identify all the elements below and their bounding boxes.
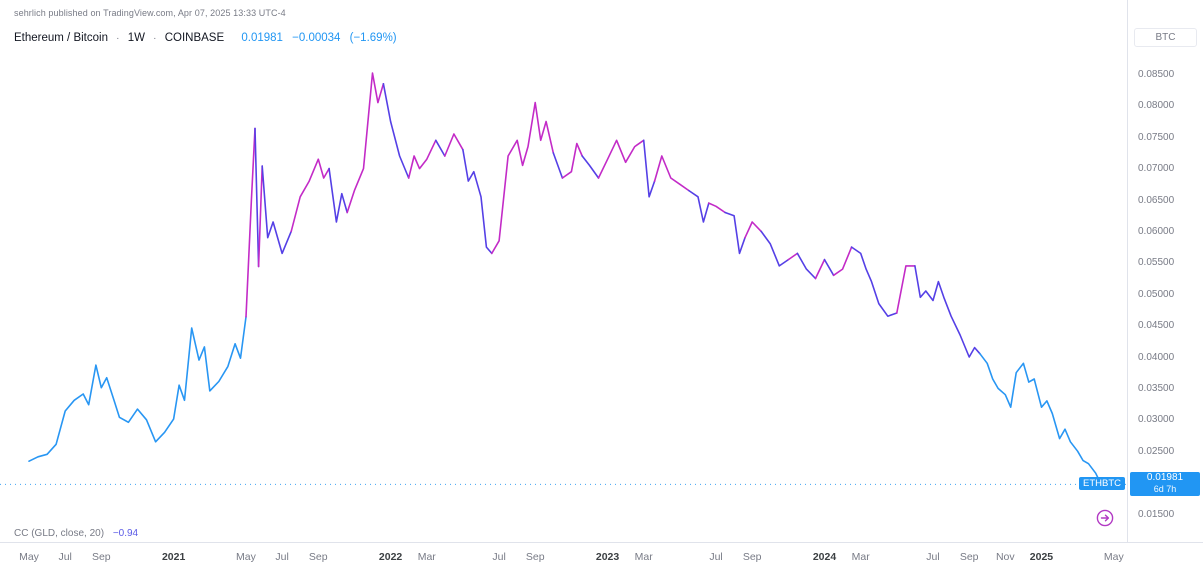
publish-attribution: sehrlich published on TradingView.com, A… (14, 8, 286, 18)
time-tick-jul: Jul (926, 551, 940, 563)
time-axis[interactable]: May Jul Sep 2021 May Jul Sep 2022 Mar Jul Sep 2023 M… (0, 542, 1203, 575)
time-tick-nov: Nov (995, 551, 1015, 563)
symbol-title[interactable]: Ethereum / Bitcoin (14, 32, 108, 44)
time-tick-may: May (19, 551, 39, 563)
series-label: ETHBTC (1079, 477, 1125, 491)
price-tick: 0.05000 (1138, 288, 1175, 300)
indicator-label[interactable]: CC (GLD, close, 20) (14, 528, 105, 539)
price-tick: 0.07500 (1138, 131, 1175, 143)
time-tick-jul: Jul (709, 551, 723, 563)
bar-countdown-label: 6d 7h (1153, 484, 1177, 495)
time-tick-jul: Jul (275, 551, 289, 563)
last-price-value: 0.01981 (241, 32, 283, 44)
indicator-legend[interactable]: CC (GLD, close, 20) −0.94 (14, 528, 138, 539)
price-tick: 0.08000 (1138, 100, 1175, 112)
time-tick-2025: 2025 (1029, 551, 1054, 563)
time-tick-sep: Sep (308, 551, 328, 563)
time-tick-may: May (1103, 551, 1124, 563)
price-tick: 0.04500 (1138, 320, 1175, 332)
circle-arrow-icon (1096, 509, 1114, 527)
price-tick: 0.03500 (1138, 383, 1175, 394)
price-tick: 0.06000 (1138, 226, 1175, 237)
price-change-value: −0.00034 (292, 32, 341, 44)
time-tick-2021: 2021 (161, 551, 186, 563)
time-tick-mar: Mar (417, 551, 436, 563)
time-tick-sep: Sep (959, 551, 979, 563)
price-unit-button[interactable]: BTC (1134, 28, 1197, 47)
current-price-badge[interactable]: 0.01981 6d 7h (1130, 472, 1200, 497)
time-tick-sep: Sep (742, 551, 762, 563)
time-tick-jul: Jul (58, 551, 72, 563)
price-tick: 0.06500 (1138, 194, 1175, 206)
price-chart-canvas[interactable] (0, 0, 1203, 543)
time-tick-mar: Mar (634, 551, 653, 563)
legend-separator: · (116, 33, 120, 44)
current-price-label: 0.01981 (1146, 472, 1184, 484)
time-tick-may: May (236, 551, 256, 563)
price-change-percent: (−1.69%) (349, 32, 397, 44)
time-tick-2024: 2024 (812, 551, 837, 563)
time-tick-jul: Jul (492, 551, 506, 563)
indicator-value: −0.94 (112, 528, 139, 539)
time-tick-2023: 2023 (595, 551, 620, 563)
price-tick: 0.08500 (1138, 69, 1175, 80)
price-tick: 0.04000 (1138, 351, 1175, 363)
chart-legend: Ethereum / Bitcoin · 1W · COINBASE 0.019… (14, 32, 397, 44)
price-tick: 0.02500 (1138, 445, 1175, 457)
price-tick: 0.07000 (1138, 163, 1175, 175)
exchange-label[interactable]: COINBASE (164, 32, 225, 44)
interval-label[interactable]: 1W (127, 32, 145, 44)
time-tick-2022: 2022 (378, 551, 403, 563)
price-tick: 0.03000 (1138, 414, 1175, 426)
price-tick: 0.05500 (1138, 257, 1175, 269)
time-tick-mar: Mar (851, 551, 870, 563)
price-tick: 0.01500 (1138, 508, 1175, 520)
legend-separator: · (153, 33, 157, 44)
time-tick-sep: Sep (91, 551, 111, 563)
time-tick-sep: Sep (525, 551, 545, 563)
scroll-to-realtime-button[interactable] (1096, 509, 1114, 527)
price-axis[interactable]: BTC 0.01981 6d 7h 0.08500 0.08000 0.07500 0… (1127, 0, 1203, 543)
